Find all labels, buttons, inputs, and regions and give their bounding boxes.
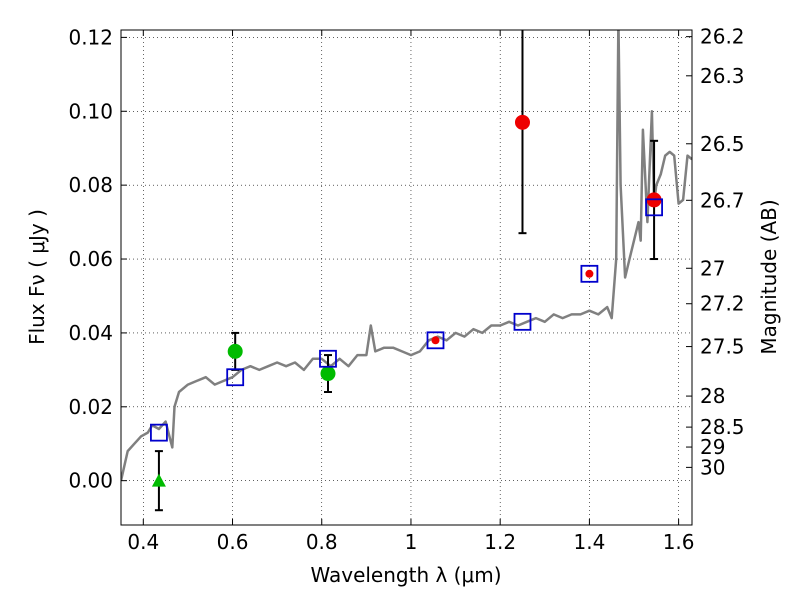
observed-flux-marker [227,343,243,359]
y-tick-label: 0.00 [68,469,113,493]
x-tick-label: 0.4 [127,530,159,554]
magnitude-tick-label: 26.2 [700,25,745,49]
magnitude-tick-label: 28 [700,384,725,408]
x-tick-label: 1.4 [573,530,605,554]
magnitude-tick-label: 27.2 [700,292,745,316]
model-flux-marker [580,264,599,283]
y-tick-label: 0.08 [68,173,113,197]
y-tick-label: 0.06 [68,247,113,271]
magnitude-tick-label: 26.3 [700,64,745,88]
x-axis-label: Wavelength λ (μm) [310,563,501,587]
y-axis-label: Flux Fν ( μJy ) [25,209,49,345]
magnitude-tick-label: 29 [700,435,725,459]
y-axis-ticks: 0.00 0.02 0.04 0.06 0.08 0.10 0.12 [68,25,127,493]
model-flux-marker [645,198,663,217]
x-axis-ticks: 0.4 0.6 0.8 1 1.2 1.4 1.6 [127,30,695,554]
x-tick-label: 0.8 [306,530,338,554]
model-flux-marker [426,331,445,350]
x-tick-label: 1 [405,530,418,554]
observed-flux-marker [514,114,530,130]
sed-curve [121,30,692,481]
x-tick-label: 1.2 [484,530,516,554]
model-flux-marker [226,368,245,387]
magnitude-tick-label: 30 [700,455,725,479]
plot-frame [120,29,693,526]
magnitude-tick-label: 27 [700,256,725,280]
x-tick-label: 1.6 [663,530,695,554]
x-tick-label: 0.6 [217,530,249,554]
y-tick-label: 0.10 [68,99,113,123]
observed-flux-marker [431,336,440,345]
plot-area [121,30,692,512]
magnitude-tick-label: 26.5 [700,132,745,156]
observed-upper-limit-marker [151,473,166,487]
model-flux-marker [513,312,532,331]
observed-flux-marker [320,366,336,382]
model-flux-marker [150,423,168,442]
y-tick-label: 0.12 [68,25,113,49]
y-tick-label: 0.02 [68,395,113,419]
magnitude-axis-label: Magnitude (AB) [757,199,781,354]
magnitude-tick-label: 27.5 [700,335,745,359]
magnitude-tick-label: 28.5 [700,415,745,439]
grid-lines [121,30,692,525]
magnitude-tick-label: 26.7 [700,188,745,212]
observed-flux-marker [585,269,594,278]
model-flux-marker [319,349,337,368]
y-tick-label: 0.04 [68,321,113,345]
